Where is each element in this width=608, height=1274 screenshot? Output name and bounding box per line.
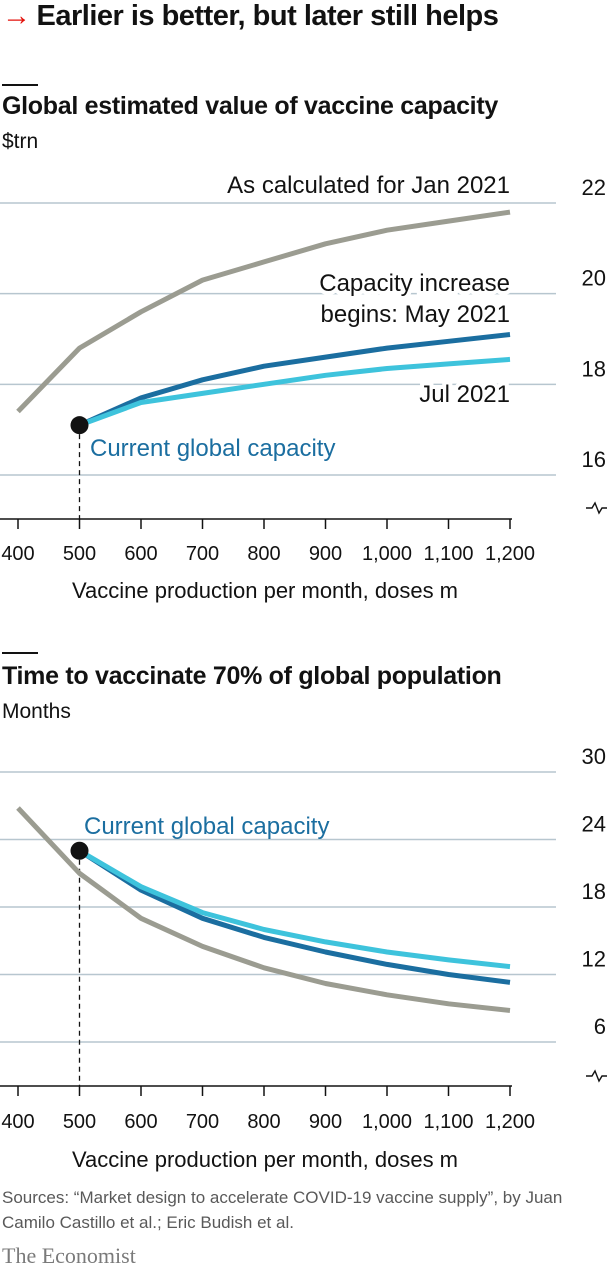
y-tick-label: 20 [582, 266, 606, 291]
x-tick-label: 900 [309, 543, 342, 565]
series-line-0 [16, 806, 511, 1013]
axis-break-icon [586, 1069, 607, 1083]
current-capacity-dot [70, 841, 89, 860]
y-tick-label: 18 [582, 879, 606, 904]
x-tick-label: 1,100 [423, 1111, 473, 1133]
source-note: Sources: “Market design to accelerate CO… [2, 1188, 563, 1232]
panel-1-unit: $trn [2, 130, 39, 153]
x-tick-label: 400 [1, 543, 34, 565]
series-label-0: As calculated for Jan 2021 [227, 172, 510, 199]
red-arrow-icon: → [2, 0, 31, 32]
x-tick-label: 500 [63, 543, 96, 565]
series-line-1 [78, 848, 511, 985]
x-tick-label: 700 [186, 543, 219, 565]
panel-1-title: Global estimated value of vaccine capaci… [2, 92, 498, 120]
x-tick-label: 1,200 [485, 543, 535, 565]
x-tick-label: 1,100 [423, 543, 473, 565]
panel-2-rule [2, 652, 38, 654]
axis-break-icon [586, 501, 607, 515]
y-tick-label: 24 [582, 812, 606, 837]
series-line-0 [16, 209, 511, 414]
series-label-1: Capacity increase [319, 270, 510, 297]
panel-1-rule [2, 84, 38, 86]
y-tick-label: 22 [582, 175, 606, 200]
x-tick-label: 1,200 [485, 1111, 535, 1133]
headline: → Earlier is better, but later still help… [2, 0, 499, 33]
x-tick-label: 700 [186, 1111, 219, 1133]
x-tick-label: 800 [247, 1111, 280, 1133]
y-tick-label: 12 [582, 947, 606, 972]
series-label-1: begins: May 2021 [321, 301, 510, 328]
panel-2-title: Time to vaccinate 70% of global populati… [2, 662, 502, 690]
y-tick-label: 6 [594, 1014, 606, 1039]
chart-time-to-vaccinate: 6 12 18 24 30 400 500 600 700 800 900 1,000 1,100 1,2… [0, 744, 607, 1172]
brand-logo: The Economist [2, 1243, 136, 1268]
chart-vaccine-capacity-value: 16 18 20 22 400 500 600 700 800 900 1,000 1,100 1,20… [0, 168, 607, 603]
x-tick-label: 600 [124, 543, 157, 565]
series-line-1 [78, 332, 511, 428]
x-axis-label: Vaccine production per month, doses m [72, 578, 458, 603]
x-axis-label: Vaccine production per month, doses m [72, 1147, 458, 1172]
panel-2-unit: Months [2, 700, 71, 723]
y-tick-label: 30 [582, 744, 606, 769]
current-capacity-label: Current global capacity [84, 813, 329, 840]
current-capacity-dot [70, 416, 89, 435]
x-tick-label: 800 [247, 543, 280, 565]
x-tick-label: 1,000 [362, 543, 412, 565]
series-line-2 [78, 848, 511, 970]
series-label-2: Jul 2021 [419, 381, 510, 408]
headline-text: Earlier is better, but later still helps [36, 0, 499, 32]
y-tick-label: 18 [582, 356, 606, 381]
x-tick-label: 500 [63, 1111, 96, 1133]
series-line-2 [78, 356, 511, 428]
current-capacity-label: Current global capacity [90, 435, 335, 462]
x-tick-label: 1,000 [362, 1111, 412, 1133]
x-tick-label: 600 [124, 1111, 157, 1133]
x-tick-label: 900 [309, 1111, 342, 1133]
x-tick-label: 400 [1, 1111, 34, 1133]
y-tick-label: 16 [582, 447, 606, 472]
